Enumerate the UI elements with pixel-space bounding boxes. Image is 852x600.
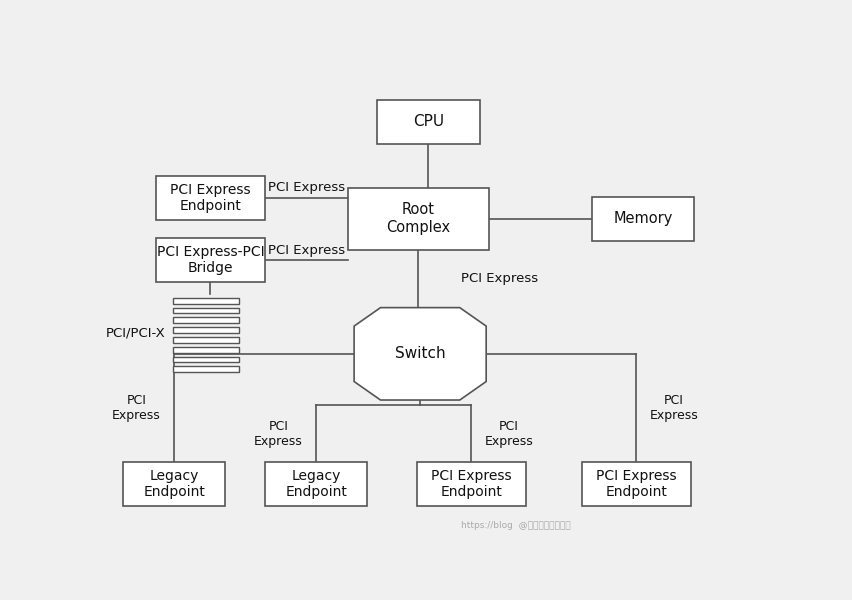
Text: Root
Complex: Root Complex: [387, 202, 451, 235]
Polygon shape: [354, 308, 486, 400]
Text: PCI
Express: PCI Express: [254, 419, 303, 448]
Text: CPU: CPU: [413, 114, 444, 129]
Text: PCI Express
Endpoint: PCI Express Endpoint: [431, 469, 512, 499]
FancyBboxPatch shape: [173, 337, 239, 343]
FancyBboxPatch shape: [123, 463, 225, 506]
FancyBboxPatch shape: [417, 463, 526, 506]
FancyBboxPatch shape: [348, 187, 489, 250]
FancyBboxPatch shape: [173, 347, 239, 353]
Text: PCI Express: PCI Express: [268, 181, 345, 194]
Text: Memory: Memory: [613, 211, 673, 226]
FancyBboxPatch shape: [173, 308, 239, 313]
Text: PCI Express: PCI Express: [462, 272, 538, 285]
Text: PCI Express: PCI Express: [268, 244, 345, 257]
Text: PCI
Express: PCI Express: [485, 419, 533, 448]
Text: PCI/PCI-X: PCI/PCI-X: [106, 326, 166, 340]
Text: Legacy
Endpoint: Legacy Endpoint: [285, 469, 347, 499]
FancyBboxPatch shape: [156, 176, 265, 220]
FancyBboxPatch shape: [582, 463, 691, 506]
FancyBboxPatch shape: [173, 356, 239, 362]
Text: PCI Express
Endpoint: PCI Express Endpoint: [596, 469, 676, 499]
Text: PCI Express-PCI
Bridge: PCI Express-PCI Bridge: [157, 245, 264, 275]
Text: PCI
Express: PCI Express: [649, 394, 699, 422]
FancyBboxPatch shape: [173, 367, 239, 372]
Text: PCI Express
Endpoint: PCI Express Endpoint: [170, 183, 250, 213]
FancyBboxPatch shape: [173, 317, 239, 323]
Text: https://blog  @稀土掘金技术社区: https://blog @稀土掘金技术社区: [461, 521, 571, 530]
FancyBboxPatch shape: [592, 197, 694, 241]
FancyBboxPatch shape: [173, 327, 239, 333]
FancyBboxPatch shape: [173, 298, 239, 304]
Text: PCI
Express: PCI Express: [112, 394, 161, 422]
Text: Switch: Switch: [394, 346, 446, 361]
FancyBboxPatch shape: [156, 238, 265, 282]
FancyBboxPatch shape: [265, 463, 367, 506]
FancyBboxPatch shape: [377, 100, 480, 143]
Text: Legacy
Endpoint: Legacy Endpoint: [143, 469, 205, 499]
